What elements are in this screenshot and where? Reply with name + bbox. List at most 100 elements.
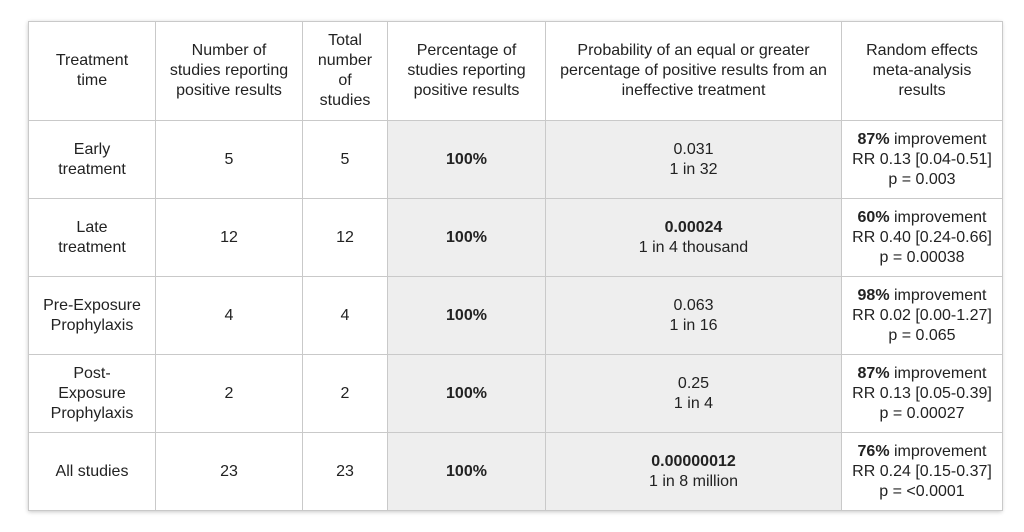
probability-cell: 0.25 1 in 4 [545, 354, 842, 433]
probability-value: 0.031 [673, 140, 714, 158]
probability-odds: 1 in 4 [673, 394, 714, 412]
meta-analysis-cell: 87% improvement RR 0.13 [0.04-0.51] p = 0.… [841, 120, 1003, 199]
table-row: Post-Exposure Prophylaxis 2 2 100% 0.25 1 in … [28, 354, 1003, 433]
positive-count-cell: 23 [155, 432, 303, 511]
improvement-percent: 60% [857, 208, 890, 226]
improvement-label: improvement [889, 286, 987, 304]
total-count-cell: 4 [302, 276, 388, 355]
positive-count-cell: 4 [155, 276, 303, 355]
meta-analysis-cell: 87% improvement RR 0.13 [0.05-0.39] p = 0.… [841, 354, 1003, 433]
improvement-percent: 87% [857, 130, 890, 148]
total-count-cell: 12 [302, 198, 388, 277]
relative-risk: RR 0.24 [0.15-0.37] [852, 462, 992, 480]
probability-odds: 1 in 8 million [649, 472, 738, 490]
improvement-line: 76% improvement [848, 442, 996, 462]
header-percentage: Percentage of studies reporting positive… [387, 21, 546, 121]
results-table: Treatment time Number of studies reporti… [28, 21, 1003, 511]
total-count-cell: 5 [302, 120, 388, 199]
percentage-cell: 100% [387, 120, 546, 199]
probability-odds: 1 in 16 [669, 316, 718, 334]
relative-risk: RR 0.13 [0.04-0.51] [852, 150, 992, 168]
improvement-percent: 98% [857, 286, 890, 304]
treatment-time-label: Early treatment [58, 140, 126, 178]
improvement-percent: 76% [857, 442, 890, 460]
improvement-line: 98% improvement [848, 286, 996, 306]
total-count-value: 12 [336, 228, 354, 246]
meta-analysis-cell: 98% improvement RR 0.02 [0.00-1.27] p = 0.… [841, 276, 1003, 355]
header-meta-analysis: Random effects meta-analysis results [841, 21, 1003, 121]
total-count-cell: 23 [302, 432, 388, 511]
percentage-cell: 100% [387, 198, 546, 277]
improvement-label: improvement [889, 364, 987, 382]
total-count-value: 4 [340, 306, 350, 324]
total-count-cell: 2 [302, 354, 388, 433]
header-probability: Probability of an equal or greater perce… [545, 21, 842, 121]
results-table-container: Treatment time Number of studies reporti… [28, 21, 1003, 511]
probability-value: 0.00024 [664, 218, 723, 236]
percentage-value: 100% [446, 306, 487, 324]
positive-count-cell: 5 [155, 120, 303, 199]
probability-value: 0.00000012 [651, 452, 736, 470]
probability-value: 0.25 [677, 374, 710, 392]
improvement-line: 60% improvement [848, 208, 996, 228]
positive-count-value: 2 [224, 384, 234, 402]
probability-cell: 0.00024 1 in 4 thousand [545, 198, 842, 277]
total-count-value: 2 [340, 384, 350, 402]
treatment-time-cell: Post-Exposure Prophylaxis [28, 354, 156, 433]
improvement-line: 87% improvement [848, 130, 996, 150]
probability-value: 0.063 [673, 296, 714, 314]
probability-odds: 1 in 32 [669, 160, 718, 178]
meta-analysis-cell: 60% improvement RR 0.40 [0.24-0.66] p = 0.… [841, 198, 1003, 277]
percentage-value: 100% [446, 150, 487, 168]
percentage-cell: 100% [387, 276, 546, 355]
treatment-time-label: All studies [55, 462, 129, 480]
table-row: Late treatment 12 12 100% 0.00024 1 in 4 thou… [28, 198, 1003, 277]
table-row: All studies 23 23 100% 0.00000012 1 in 8 mill… [28, 432, 1003, 511]
improvement-label: improvement [889, 208, 987, 226]
probability-cell: 0.063 1 in 16 [545, 276, 842, 355]
treatment-time-label: Pre-Exposure Prophylaxis [43, 296, 141, 334]
percentage-value: 100% [446, 228, 487, 246]
header-total-studies: Total number of studies [302, 21, 388, 121]
treatment-time-cell: Late treatment [28, 198, 156, 277]
treatment-time-label: Late treatment [58, 218, 126, 256]
improvement-percent: 87% [857, 364, 890, 382]
p-value: p = 0.065 [888, 326, 956, 344]
positive-count-value: 12 [220, 228, 238, 246]
relative-risk: RR 0.40 [0.24-0.66] [852, 228, 992, 246]
total-count-value: 23 [336, 462, 354, 480]
positive-count-value: 4 [224, 306, 234, 324]
improvement-label: improvement [889, 442, 987, 460]
header-treatment-time: Treatment time [28, 21, 156, 121]
percentage-value: 100% [446, 462, 487, 480]
table-row: Pre-Exposure Prophylaxis 4 4 100% 0.063 1 in … [28, 276, 1003, 355]
p-value: p = 0.00038 [879, 248, 965, 266]
treatment-time-cell: All studies [28, 432, 156, 511]
probability-cell: 0.00000012 1 in 8 million [545, 432, 842, 511]
table-body: Early treatment 5 5 100% 0.031 1 in 32 87% imp… [28, 120, 1003, 511]
table-row: Early treatment 5 5 100% 0.031 1 in 32 87% imp… [28, 120, 1003, 199]
probability-cell: 0.031 1 in 32 [545, 120, 842, 199]
positive-count-cell: 2 [155, 354, 303, 433]
positive-count-value: 23 [220, 462, 238, 480]
percentage-cell: 100% [387, 354, 546, 433]
relative-risk: RR 0.02 [0.00-1.27] [852, 306, 992, 324]
treatment-time-cell: Early treatment [28, 120, 156, 199]
improvement-line: 87% improvement [848, 364, 996, 384]
total-count-value: 5 [340, 150, 350, 168]
percentage-cell: 100% [387, 432, 546, 511]
percentage-value: 100% [446, 384, 487, 402]
probability-odds: 1 in 4 thousand [638, 238, 749, 256]
header-row: Treatment time Number of studies reporti… [28, 21, 1003, 121]
improvement-label: improvement [889, 130, 987, 148]
treatment-time-label: Post-Exposure Prophylaxis [50, 364, 134, 422]
positive-count-value: 5 [224, 150, 234, 168]
positive-count-cell: 12 [155, 198, 303, 277]
p-value: p = <0.0001 [879, 482, 965, 500]
header-positive-studies: Number of studies reporting positive res… [155, 21, 303, 121]
p-value: p = 0.003 [888, 170, 956, 188]
relative-risk: RR 0.13 [0.05-0.39] [852, 384, 992, 402]
treatment-time-cell: Pre-Exposure Prophylaxis [28, 276, 156, 355]
meta-analysis-cell: 76% improvement RR 0.24 [0.15-0.37] p = <0… [841, 432, 1003, 511]
p-value: p = 0.00027 [879, 404, 965, 422]
